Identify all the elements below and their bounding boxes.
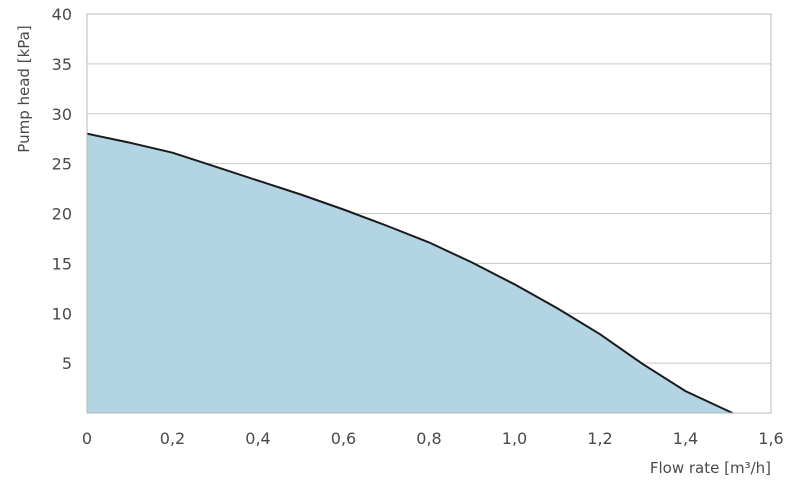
y-tick-label: 15 (52, 254, 72, 273)
area-fill (87, 133, 733, 413)
x-tick-label: 0 (82, 429, 92, 448)
y-tick-label: 40 (52, 5, 72, 24)
x-tick-label: 1,6 (758, 429, 783, 448)
x-tick-label: 1,4 (673, 429, 698, 448)
y-axis-title: Pump head [kPa] (15, 25, 33, 152)
y-axis-ticks: 5 10 15 20 25 30 35 40 (52, 5, 72, 373)
pump-curve-line (86, 132, 733, 414)
x-axis-title: Flow rate [m³/h] (650, 459, 771, 477)
y-tick-label: 30 (52, 105, 72, 124)
x-tick-label: 1,2 (587, 429, 612, 448)
x-tick-label: 0,4 (245, 429, 270, 448)
y-tick-label: 20 (52, 205, 72, 224)
x-tick-label: 0,2 (160, 429, 185, 448)
plot-frame (86, 13, 772, 414)
y-tick-label: 25 (52, 155, 72, 174)
y-tick-label: 10 (52, 304, 72, 323)
y-tick-label: 35 (52, 55, 72, 74)
x-axis-ticks: 0 0,2 0,4 0,6 0,8 1,0 1,2 1,4 1,6 (82, 429, 784, 448)
x-tick-label: 0,8 (416, 429, 441, 448)
y-tick-label: 5 (62, 354, 72, 373)
x-tick-label: 0,6 (331, 429, 356, 448)
x-tick-label: 1,0 (502, 429, 527, 448)
